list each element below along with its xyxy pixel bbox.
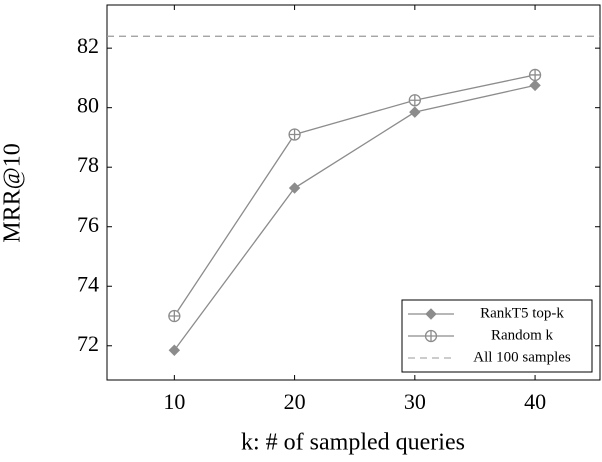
legend-label: RankT5 top-k bbox=[480, 305, 564, 321]
y-axis-label: MRR@10 bbox=[0, 143, 26, 242]
point bbox=[168, 309, 181, 323]
y-tick-label: 82 bbox=[77, 33, 99, 58]
y-tick-label: 76 bbox=[77, 212, 99, 237]
x-axis-label: k: # of sampled queries bbox=[241, 430, 465, 456]
y-tick-label: 72 bbox=[77, 331, 99, 356]
legend-marker bbox=[425, 308, 437, 320]
point bbox=[409, 106, 421, 118]
marker-cross bbox=[409, 94, 421, 106]
point bbox=[288, 128, 301, 141]
y-tick-label: 78 bbox=[77, 152, 99, 177]
x-tick-label: 30 bbox=[404, 389, 426, 414]
x-tick-label: 10 bbox=[163, 389, 185, 414]
marker-cross bbox=[168, 310, 180, 322]
plot-frame bbox=[106, 4, 601, 381]
series-line bbox=[173, 74, 536, 317]
series-line bbox=[173, 84, 536, 351]
point bbox=[529, 79, 541, 92]
point bbox=[168, 344, 181, 356]
legend-label: Random k bbox=[491, 327, 554, 343]
marker-cross bbox=[289, 128, 301, 140]
y-tick-label: 80 bbox=[77, 93, 99, 118]
marker-cross bbox=[529, 69, 541, 81]
marker-cross bbox=[425, 330, 437, 342]
point bbox=[528, 68, 542, 82]
x-tick-label: 20 bbox=[284, 389, 306, 414]
point bbox=[288, 182, 301, 194]
point bbox=[408, 94, 421, 107]
legend-marker bbox=[424, 329, 438, 343]
x-tick-label: 40 bbox=[524, 389, 546, 414]
y-tick-label: 74 bbox=[77, 271, 99, 296]
legend-label: All 100 samples bbox=[473, 349, 571, 365]
